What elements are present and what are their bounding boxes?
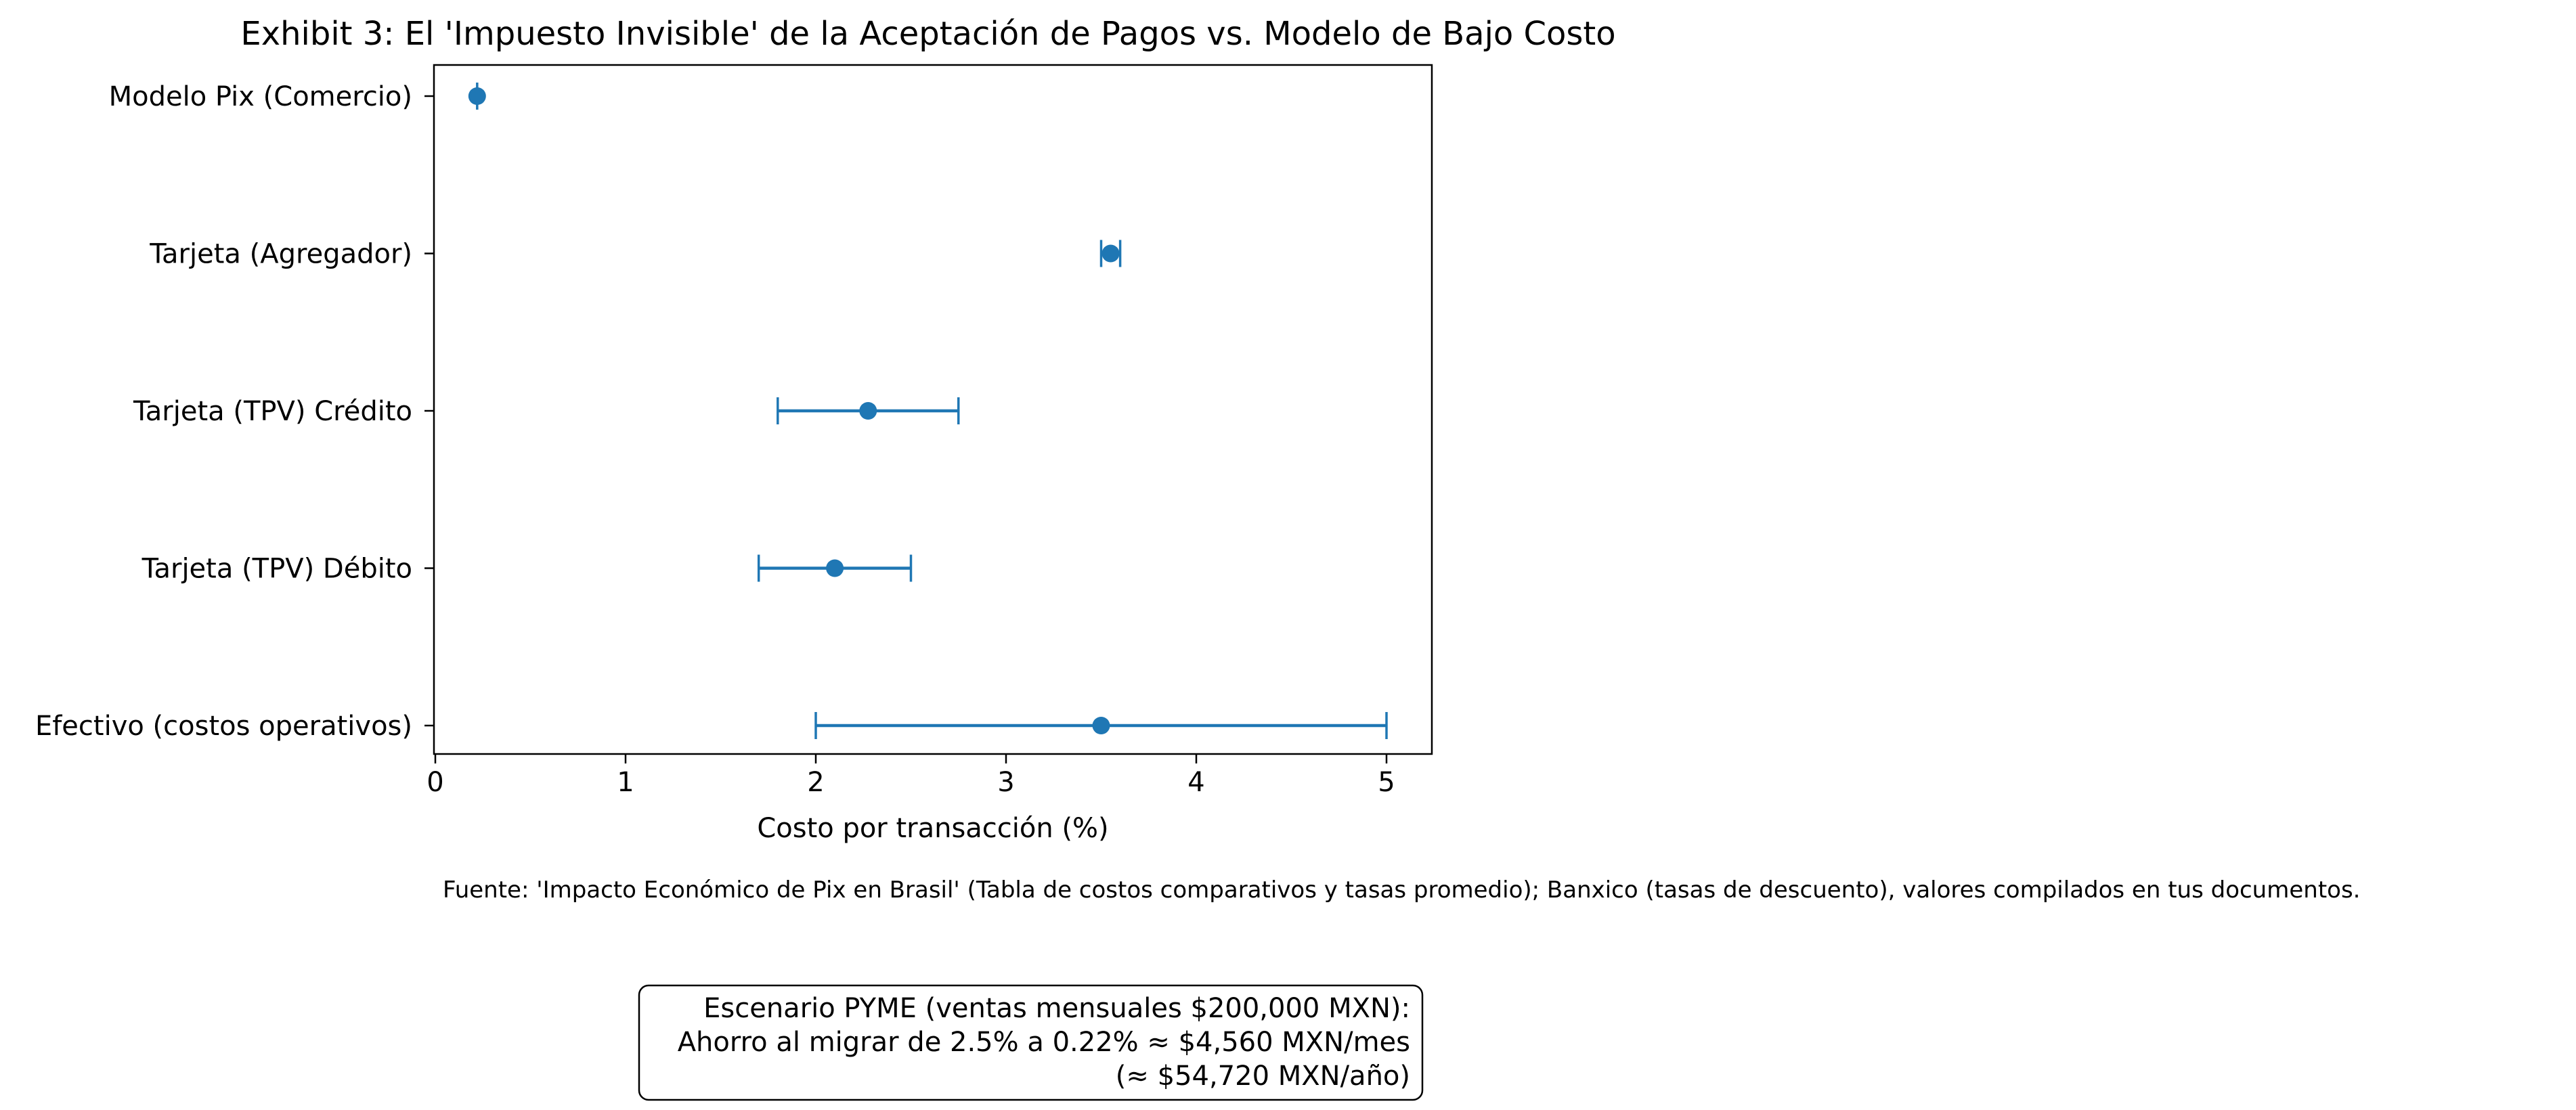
chart-marks xyxy=(468,83,1388,739)
error-bar-group xyxy=(757,554,913,582)
scenario-line-1: Escenario PYME (ventas mensuales $200,00… xyxy=(703,993,1410,1024)
data-point xyxy=(1092,717,1110,734)
chart-title: Exhibit 3: El 'Impuesto Invisible' de la… xyxy=(240,15,1615,53)
y-tick-label: Tarjeta (TPV) Crédito xyxy=(133,396,412,427)
data-point xyxy=(826,559,844,577)
x-tick-label: 2 xyxy=(807,767,824,798)
x-tick-label: 3 xyxy=(997,767,1014,798)
error-bar-group xyxy=(777,397,960,424)
x-tick-label: 4 xyxy=(1187,767,1204,798)
y-axis: Modelo Pix (Comercio) Tarjeta (Agregador)… xyxy=(35,81,434,742)
x-tick-label: 5 xyxy=(1378,767,1395,798)
scenario-box-border xyxy=(638,984,1424,1101)
source-footnote: Fuente: 'Impacto Económico de Pix en Bra… xyxy=(443,876,2360,904)
x-tick-label: 1 xyxy=(617,767,634,798)
x-axis-label: Costo por transacción (%) xyxy=(757,813,1108,844)
error-bar-group xyxy=(814,712,1388,739)
y-tick-label: Modelo Pix (Comercio) xyxy=(109,81,412,112)
y-tick-label: Efectivo (costos operativos) xyxy=(35,711,412,742)
scenario-line-2: Ahorro al migrar de 2.5% a 0.22% ≈ $4,56… xyxy=(678,1027,1410,1058)
x-axis: 0 1 2 3 4 5 xyxy=(427,754,1395,798)
scenario-annotation-box: Escenario PYME (ventas mensuales $200,00… xyxy=(638,984,1424,1101)
y-tick-label: Tarjeta (Agregador) xyxy=(149,239,412,270)
error-bar-group xyxy=(468,83,486,110)
error-bar-group xyxy=(1099,240,1122,267)
plot-area-frame xyxy=(433,64,1433,755)
x-tick-label: 0 xyxy=(427,767,443,798)
data-point xyxy=(468,87,486,105)
data-point xyxy=(859,402,877,420)
scenario-line-3: (≈ $54,720 MXN/año) xyxy=(1116,1061,1410,1092)
data-point xyxy=(1101,244,1120,263)
y-tick-label: Tarjeta (TPV) Débito xyxy=(141,554,412,585)
